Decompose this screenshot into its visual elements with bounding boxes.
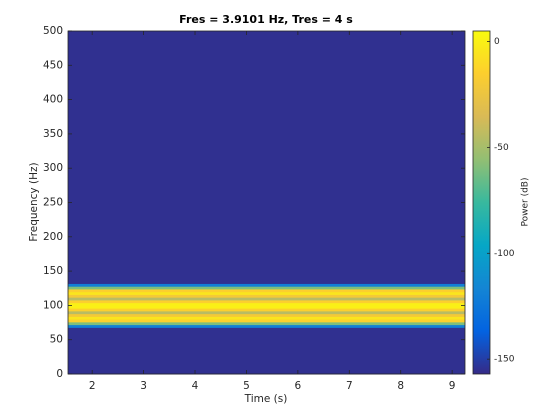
spectrogram-band (68, 313, 465, 317)
y-tick-label: 500 (43, 25, 63, 37)
y-tick-label: 400 (43, 94, 63, 106)
chart-title: Fres = 3.9101 Hz, Tres = 4 s (179, 13, 353, 26)
spectrogram-band (68, 299, 465, 304)
spectrogram-band (68, 297, 465, 301)
x-tick-label: 2 (89, 380, 96, 392)
y-tick-label: 0 (56, 368, 63, 380)
spectrogram-band (68, 294, 465, 298)
y-tick-label: 300 (43, 162, 63, 174)
spectrogram-band (68, 351, 465, 375)
spectrogram-band (68, 310, 465, 315)
spectrogram-band (68, 291, 465, 295)
spectrogram-band (68, 316, 465, 320)
colorbar-tick-label: 0 (494, 37, 500, 47)
colorbar-tick-label: -150 (494, 355, 515, 365)
x-tick-label: 6 (295, 380, 302, 392)
spectrogram-band (68, 302, 465, 306)
spectrogram-band (68, 327, 465, 352)
spectrogram-band (68, 156, 465, 284)
spectrogram-band (68, 286, 465, 290)
x-tick-label: 9 (449, 380, 456, 392)
x-tick-label: 7 (346, 380, 353, 392)
y-tick-label: 150 (43, 265, 63, 277)
y-axis-label: Frequency (Hz) (28, 162, 40, 241)
y-tick-label: 50 (50, 334, 63, 346)
spectrogram-band (68, 324, 465, 328)
x-tick-label: 3 (140, 380, 147, 392)
spectrogram-band (68, 283, 465, 287)
colorbar-label: Power (dB) (521, 178, 531, 227)
y-tick-label: 100 (43, 299, 63, 311)
spectrogram-band (68, 31, 465, 158)
colorbar-tick-label: -50 (494, 143, 509, 153)
spectrogram-band (68, 319, 465, 323)
y-tick-label: 200 (43, 231, 63, 243)
y-tick-label: 450 (43, 59, 63, 71)
spectrogram-band (68, 305, 465, 309)
spectrogram-band (68, 308, 465, 312)
x-tick-label: 4 (192, 380, 199, 392)
spectrogram-band (68, 321, 465, 326)
y-tick-label: 350 (43, 128, 63, 140)
plot-area (68, 31, 465, 375)
colorbar-tick-label: -100 (494, 249, 515, 259)
spectrogram-band (68, 288, 465, 293)
colorbar (472, 30, 491, 375)
x-axis-label: Time (s) (244, 393, 288, 405)
y-tick-label: 250 (43, 197, 63, 209)
x-tick-label: 5 (243, 380, 250, 392)
x-tick-label: 8 (397, 380, 404, 392)
